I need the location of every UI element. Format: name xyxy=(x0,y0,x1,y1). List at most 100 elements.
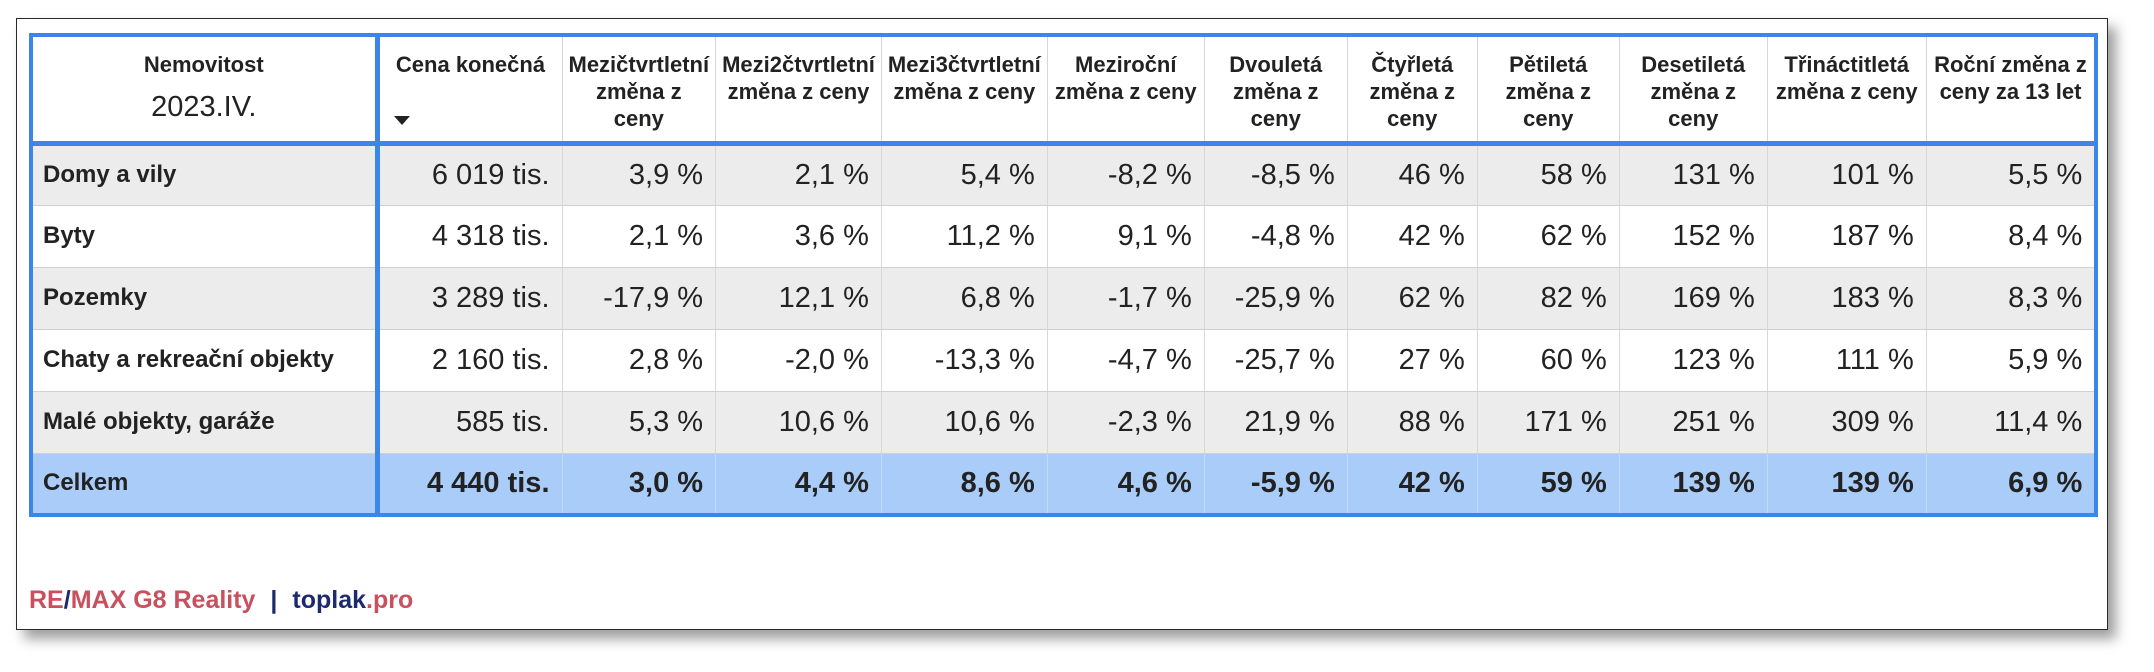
table-cell: 5,4 % xyxy=(881,143,1048,206)
header-13year-change[interactable]: Třináctitletá změna z ceny xyxy=(1767,35,1927,146)
table-cell: 5,5 % xyxy=(1926,143,2097,206)
header-4year-change[interactable]: Čtyřletá změna z ceny xyxy=(1347,35,1478,146)
table-cell: 8,3 % xyxy=(1926,267,2097,330)
table-cell: 10,6 % xyxy=(715,391,882,454)
table-cell: 58 % xyxy=(1477,143,1620,206)
row-label: Domy a vily xyxy=(31,143,380,206)
table-cell: 171 % xyxy=(1477,391,1620,454)
table-cell: 6,8 % xyxy=(881,267,1048,330)
header-annualized-13year-change[interactable]: Roční změna z ceny za 13 let xyxy=(1926,35,2097,146)
table-row: Byty 4 318 tis. 2,1 % 3,6 % 11,2 % 9,1 %… xyxy=(31,205,2097,268)
header-yearly-change[interactable]: Meziroční změna z ceny xyxy=(1047,35,1205,146)
table-cell: 27 % xyxy=(1347,329,1478,392)
table-cell: -2,0 % xyxy=(715,329,882,392)
table-cell: 4 318 tis. xyxy=(377,205,563,268)
table-cell: 11,2 % xyxy=(881,205,1048,268)
table-cell: 11,4 % xyxy=(1926,391,2097,454)
table-cell: 131 % xyxy=(1619,143,1768,206)
header-5year-change[interactable]: Pětiletá změna z ceny xyxy=(1477,35,1620,146)
report-card: Nemovitost 2023.IV. Cena konečná Mezičtv… xyxy=(16,18,2108,630)
table-row: Pozemky 3 289 tis. -17,9 % 12,1 % 6,8 % … xyxy=(31,267,2097,330)
table-cell: 101 % xyxy=(1767,143,1927,206)
table-cell: 169 % xyxy=(1619,267,1768,330)
table-cell: -8,2 % xyxy=(1047,143,1205,206)
table-cell: 6 019 tis. xyxy=(377,143,563,206)
table-cell: -13,3 % xyxy=(881,329,1048,392)
total-cell: 8,6 % xyxy=(881,453,1048,515)
table-cell: 3,9 % xyxy=(562,143,717,206)
table-cell: 62 % xyxy=(1347,267,1478,330)
table-cell: -4,8 % xyxy=(1204,205,1348,268)
table-cell: 111 % xyxy=(1767,329,1927,392)
total-label: Celkem xyxy=(31,453,380,515)
table-cell: 3,6 % xyxy=(715,205,882,268)
table-cell: 123 % xyxy=(1619,329,1768,392)
table-cell: 82 % xyxy=(1477,267,1620,330)
table-cell: 8,4 % xyxy=(1926,205,2097,268)
table-cell: 2,1 % xyxy=(715,143,882,206)
table-cell: 5,3 % xyxy=(562,391,717,454)
table-cell: 2,8 % xyxy=(562,329,717,392)
table-cell: 187 % xyxy=(1767,205,1927,268)
table-cell: 12,1 % xyxy=(715,267,882,330)
row-label: Pozemky xyxy=(31,267,380,330)
header-final-price[interactable]: Cena konečná xyxy=(377,35,563,146)
table-cell: 2 160 tis. xyxy=(377,329,563,392)
table-cell: -25,9 % xyxy=(1204,267,1348,330)
table-cell: -2,3 % xyxy=(1047,391,1205,454)
remax-slash: / xyxy=(63,586,71,614)
table-row: Chaty a rekreační objekty 2 160 tis. 2,8… xyxy=(31,329,2097,392)
table-cell: -4,7 % xyxy=(1047,329,1205,392)
remax-brand-text: MAX G8 Reality xyxy=(70,586,256,614)
table-row: Domy a vily 6 019 tis. 3,9 % 2,1 % 5,4 %… xyxy=(31,143,2097,206)
table-cell: 309 % xyxy=(1767,391,1927,454)
period-label: 2023.IV. xyxy=(151,91,257,123)
table-row: Malé objekty, garáže 585 tis. 5,3 % 10,6… xyxy=(31,391,2097,454)
footer-credits: RE/MAX G8 Reality | toplak.pro xyxy=(29,586,413,615)
table-cell: -17,9 % xyxy=(562,267,717,330)
total-cell: 59 % xyxy=(1477,453,1620,515)
table-cell: 183 % xyxy=(1767,267,1927,330)
toplak-domain-text: .pro xyxy=(366,586,414,614)
total-cell: 4,4 % xyxy=(715,453,882,515)
row-label: Byty xyxy=(31,205,380,268)
header-10year-change[interactable]: Desetiletá změna z ceny xyxy=(1619,35,1768,146)
table-cell: 2,1 % xyxy=(562,205,717,268)
remax-re-text: RE xyxy=(29,586,64,614)
total-cell: 6,9 % xyxy=(1926,453,2097,515)
header-final-price-label: Cena konečná xyxy=(395,52,546,77)
table-cell: 3 289 tis. xyxy=(377,267,563,330)
total-cell: 4,6 % xyxy=(1047,453,1205,515)
total-cell: 139 % xyxy=(1619,453,1768,515)
table-cell: 88 % xyxy=(1347,391,1478,454)
table-cell: 9,1 % xyxy=(1047,205,1205,268)
table-cell: 5,9 % xyxy=(1926,329,2097,392)
header-3quarter-change[interactable]: Mezi3čtvrtletní změna z ceny xyxy=(881,35,1048,146)
header-property[interactable]: Nemovitost 2023.IV. xyxy=(31,35,380,146)
header-2year-change[interactable]: Dvouletá změna z ceny xyxy=(1204,35,1348,146)
total-row: Celkem 4 440 tis. 3,0 % 4,4 % 8,6 % 4,6 … xyxy=(31,453,2097,515)
row-label: Chaty a rekreační objekty xyxy=(31,329,380,392)
table-cell: 46 % xyxy=(1347,143,1478,206)
table-cell: 62 % xyxy=(1477,205,1620,268)
total-cell: 4 440 tis. xyxy=(377,453,563,515)
header-2quarter-change[interactable]: Mezi2čtvrtletní změna z ceny xyxy=(715,35,882,146)
header-row: Nemovitost 2023.IV. Cena konečná Mezičtv… xyxy=(31,35,2097,146)
total-cell: 42 % xyxy=(1347,453,1478,515)
table-cell: 21,9 % xyxy=(1204,391,1348,454)
header-property-label: Nemovitost xyxy=(143,52,264,77)
footer-separator: | xyxy=(270,586,278,614)
total-cell: 3,0 % xyxy=(562,453,717,515)
table-cell: 152 % xyxy=(1619,205,1768,268)
row-label: Malé objekty, garáže xyxy=(31,391,380,454)
total-cell: 139 % xyxy=(1767,453,1927,515)
table-cell: 60 % xyxy=(1477,329,1620,392)
table-cell: -25,7 % xyxy=(1204,329,1348,392)
sort-descending-icon[interactable] xyxy=(393,115,410,125)
table-cell: 585 tis. xyxy=(377,391,563,454)
header-quarterly-change[interactable]: Mezičtvrtletní změna z ceny xyxy=(562,35,717,146)
table-cell: -8,5 % xyxy=(1204,143,1348,206)
table-cell: 10,6 % xyxy=(881,391,1048,454)
price-change-table: Nemovitost 2023.IV. Cena konečná Mezičtv… xyxy=(29,33,2099,517)
total-cell: -5,9 % xyxy=(1204,453,1348,515)
